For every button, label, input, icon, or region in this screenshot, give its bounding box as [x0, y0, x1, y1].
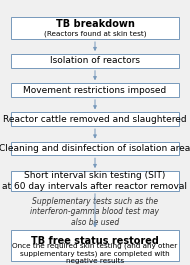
FancyBboxPatch shape: [11, 16, 179, 39]
FancyBboxPatch shape: [11, 112, 179, 126]
Text: Once the required skin testing (and any other
supplementary tests) are completed: Once the required skin testing (and any …: [12, 243, 178, 264]
FancyBboxPatch shape: [11, 171, 179, 191]
FancyBboxPatch shape: [11, 83, 179, 97]
Text: (Reactors found at skin test): (Reactors found at skin test): [44, 30, 146, 37]
FancyBboxPatch shape: [11, 54, 179, 68]
Text: Supplementary tests such as the
interferon-gamma blood test may
also be used: Supplementary tests such as the interfer…: [31, 197, 159, 227]
Text: TB breakdown: TB breakdown: [55, 19, 135, 29]
Text: Short interval skin testing (SIT)
at 60 day intervals after reactor removal: Short interval skin testing (SIT) at 60 …: [2, 171, 188, 191]
Text: Movement restrictions imposed: Movement restrictions imposed: [23, 86, 167, 95]
Text: Isolation of reactors: Isolation of reactors: [50, 56, 140, 65]
FancyBboxPatch shape: [11, 230, 179, 261]
FancyBboxPatch shape: [11, 142, 179, 155]
Text: Cleaning and disinfection of isolation area: Cleaning and disinfection of isolation a…: [0, 144, 190, 153]
Text: TB free status restored: TB free status restored: [31, 236, 159, 246]
Text: Reactor cattle removed and slaughtered: Reactor cattle removed and slaughtered: [3, 115, 187, 124]
